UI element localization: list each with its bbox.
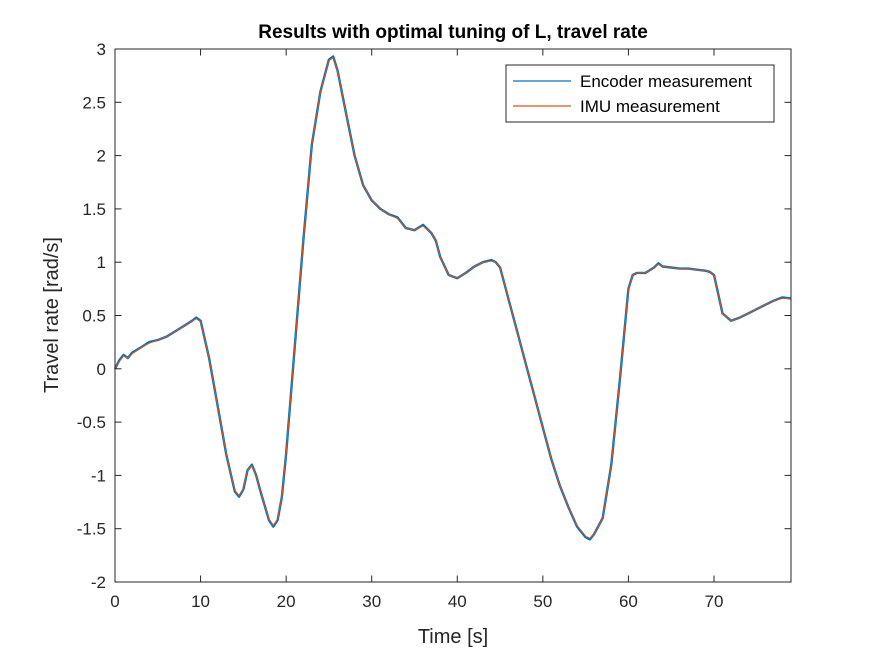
x-tick-label: 40 [448, 592, 467, 611]
y-tick-label: 0.5 [82, 307, 106, 326]
y-tick-label: 1 [97, 253, 106, 272]
x-tick-label: 10 [191, 592, 210, 611]
axes-frame [114, 48, 792, 583]
y-tick-label: -2 [91, 573, 106, 592]
y-tick-label: 0 [97, 360, 106, 379]
x-tick-label: 0 [110, 592, 119, 611]
series-layer [113, 55, 792, 541]
x-tick-label: 70 [705, 592, 724, 611]
legend-label-imu: IMU measurement [580, 97, 720, 116]
y-tick-label: 2 [97, 147, 106, 166]
x-tick-label: 30 [362, 592, 381, 611]
x-tick-label: 20 [277, 592, 296, 611]
y-tick-label: -1.5 [77, 520, 106, 539]
plot-area [115, 49, 791, 582]
x-axis-label: Time [s] [418, 626, 488, 648]
x-tick-label: 60 [619, 592, 638, 611]
axis-ticks: 0 10 20 30 40 50 60 70 -2 -1.5 -1 -0.5 0 0.5 1 1.5 2 2.5 3 [77, 40, 791, 611]
y-tick-label: -1 [91, 466, 106, 485]
series-line-imu [114, 57, 791, 539]
y-axis-label: Travel rate [rad/s] [41, 237, 63, 393]
legend-box [505, 64, 775, 123]
chart-title: Results with optimal tuning of L, travel… [258, 22, 648, 43]
y-tick-label: 1.5 [82, 200, 106, 219]
x-tick-label: 50 [533, 592, 552, 611]
legend: Encoder measurement IMU measurement [505, 64, 775, 123]
y-tick-label: 3 [97, 40, 106, 59]
legend-label-encoder: Encoder measurement [580, 72, 752, 91]
y-tick-label: 2.5 [82, 93, 106, 112]
y-tick-label: -0.5 [77, 413, 106, 432]
